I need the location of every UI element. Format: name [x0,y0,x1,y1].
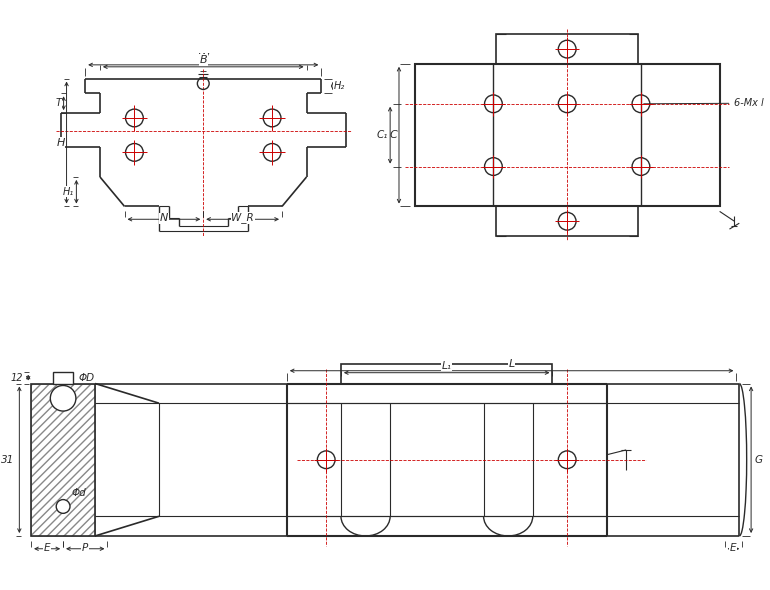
Text: Φd: Φd [72,487,87,497]
Bar [31,384,95,536]
Text: P: P [82,543,89,553]
Text: G: G [755,455,763,465]
Text: W: W [198,53,209,63]
Text: 31: 31 [2,455,15,465]
Bar [496,34,638,64]
Text: H₂: H₂ [333,81,345,91]
Text: B: B [199,55,207,65]
Bar [415,64,720,206]
Text: T: T [55,98,62,108]
Text: N: N [159,213,168,223]
Bar [31,384,95,536]
Text: H: H [56,137,65,148]
Text: 6-Mx l: 6-Mx l [644,98,764,108]
Bar [53,372,73,384]
Text: H₁: H₁ [63,186,75,196]
Text: W_R: W_R [231,212,254,223]
Text: E: E [44,543,50,553]
Circle shape [50,385,76,411]
Bar [341,364,552,384]
Text: C₁: C₁ [377,130,388,140]
Text: C: C [390,130,397,140]
Circle shape [56,500,70,513]
Text: 12: 12 [11,373,23,383]
Text: L₁: L₁ [442,360,452,371]
Text: L: L [508,359,514,369]
Text: ΦD: ΦD [79,372,95,382]
Text: E: E [730,543,737,553]
Bar [496,206,638,236]
